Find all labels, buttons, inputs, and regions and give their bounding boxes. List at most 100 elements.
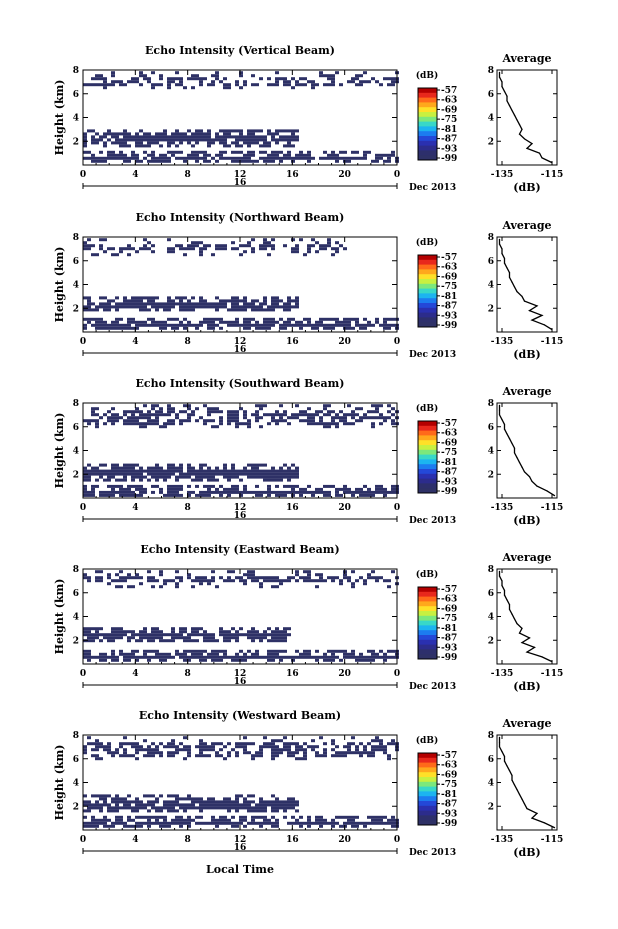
echo-cell (327, 490, 331, 494)
echo-cell (327, 658, 331, 662)
echo-cell (259, 797, 263, 801)
echo-cell (267, 475, 271, 479)
echo-cell (179, 323, 183, 327)
echo-cell (91, 794, 95, 798)
echo-cell (179, 493, 183, 497)
echo-cell (207, 326, 211, 330)
echo-cell (203, 742, 207, 746)
echo-cell (251, 250, 255, 254)
echo-cell (227, 797, 231, 801)
echo-cell (103, 818, 107, 822)
echo-cell (379, 487, 383, 491)
echo-cell (251, 466, 255, 470)
echo-cell (219, 472, 223, 476)
echo-cell (111, 655, 115, 659)
echo-cell (175, 490, 179, 494)
echo-cell (99, 579, 103, 583)
echo-cell (147, 141, 151, 145)
echo-cell (231, 302, 235, 306)
echo-cell (255, 416, 259, 420)
echo-cell (95, 77, 99, 81)
echo-cell (243, 824, 247, 828)
echo-cell (387, 159, 391, 163)
echo-cell (183, 806, 187, 810)
echo-cell (319, 754, 323, 758)
echo-cell (171, 487, 175, 491)
echo-cell (295, 751, 299, 755)
echo-cell (219, 317, 223, 321)
echo-cell (207, 410, 211, 414)
echo-cell (131, 135, 135, 139)
colorbar-swatch (418, 601, 437, 607)
echo-cell (83, 141, 87, 145)
echo-cell (279, 649, 283, 653)
echo-cell (187, 469, 191, 473)
echo-cell (139, 159, 143, 163)
echo-cell (351, 655, 355, 659)
echo-cell (111, 132, 115, 136)
echo-cell (231, 141, 235, 145)
echo-cell (239, 649, 243, 653)
echo-cell (235, 639, 239, 643)
echo-cell (107, 472, 111, 476)
echo-cell (347, 422, 351, 426)
echo-cell (327, 156, 331, 160)
echo-cell (135, 305, 139, 309)
echo-cell (99, 475, 103, 479)
echo-cell (319, 422, 323, 426)
echo-cell (91, 493, 95, 497)
echo-cell (151, 317, 155, 321)
echo-cell (171, 326, 175, 330)
echo-cell (207, 475, 211, 479)
echo-cell (191, 241, 195, 245)
echo-cell (139, 655, 143, 659)
echo-cell (239, 244, 243, 248)
echo-cell (287, 135, 291, 139)
echo-cell (115, 305, 119, 309)
echo-cell (251, 150, 255, 154)
echo-cell (323, 493, 327, 497)
echo-cell (99, 416, 103, 420)
echo-cell (299, 83, 303, 87)
echo-cell (187, 754, 191, 758)
average-profile-point (501, 81, 503, 83)
echo-cell (151, 305, 155, 309)
echo-cell (183, 736, 187, 740)
echo-cell (187, 573, 191, 577)
average-profile-point (503, 423, 506, 425)
echo-cell (179, 156, 183, 160)
echo-cell (139, 484, 143, 488)
echo-cell (159, 153, 163, 157)
echo-cell (159, 413, 163, 417)
echo-cell (235, 247, 239, 251)
echo-cell (207, 493, 211, 497)
echo-cell (279, 419, 283, 423)
echo-cell (163, 639, 167, 643)
echo-cell (87, 419, 91, 423)
echo-cell (99, 493, 103, 497)
echo-cell (375, 317, 379, 321)
echo-cell (127, 410, 131, 414)
echo-cell (83, 800, 87, 804)
echo-cell (371, 422, 375, 426)
echo-cell (247, 794, 251, 798)
echo-cell (99, 244, 103, 248)
echo-cell (243, 141, 247, 145)
echo-cell (235, 413, 239, 417)
colorbar-tick-label: -69 (441, 604, 457, 614)
echo-cell (83, 649, 87, 653)
echo-cell (271, 472, 275, 476)
echo-cell (107, 132, 111, 136)
echo-cell (323, 658, 327, 662)
echo-cell (155, 305, 159, 309)
average-profile-point (526, 147, 528, 149)
y-axis-label: Height (km) (53, 579, 66, 655)
echo-cell (127, 244, 131, 248)
echo-cell (243, 806, 247, 810)
echo-cell (91, 138, 95, 142)
echo-cell (131, 466, 135, 470)
echo-cell (235, 416, 239, 420)
echo-cell (211, 742, 215, 746)
echo-cell (139, 806, 143, 810)
echo-cell (323, 404, 327, 408)
